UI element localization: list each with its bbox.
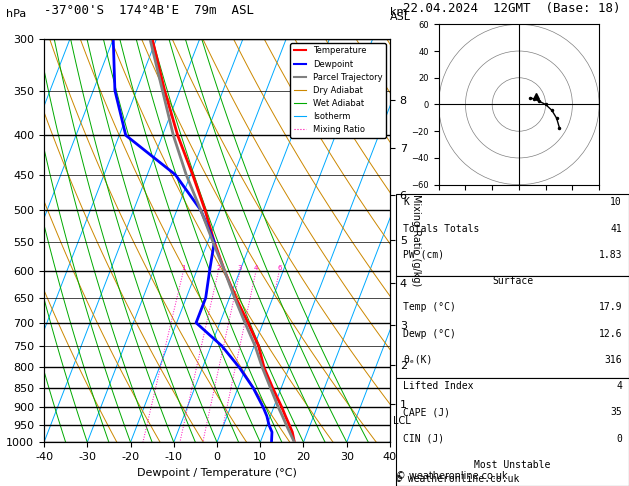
X-axis label: Dewpoint / Temperature (°C): Dewpoint / Temperature (°C) xyxy=(137,468,297,478)
Text: 41: 41 xyxy=(610,224,622,234)
Text: θₑ(K): θₑ(K) xyxy=(403,355,433,365)
Legend: Temperature, Dewpoint, Parcel Trajectory, Dry Adiabat, Wet Adiabat, Isotherm, Mi: Temperature, Dewpoint, Parcel Trajectory… xyxy=(291,43,386,138)
Text: 1.83: 1.83 xyxy=(599,250,622,260)
Text: LCL: LCL xyxy=(392,416,411,426)
Text: -37°00'S  174°4B'E  79m  ASL: -37°00'S 174°4B'E 79m ASL xyxy=(44,4,254,17)
Text: 2: 2 xyxy=(216,265,221,271)
Bar xyxy=(396,194,629,276)
Text: Dewp (°C): Dewp (°C) xyxy=(403,329,456,339)
Text: K: K xyxy=(403,197,409,208)
Text: Surface: Surface xyxy=(492,276,533,286)
Bar xyxy=(396,276,629,378)
Text: ASL: ASL xyxy=(390,12,411,22)
Text: 4: 4 xyxy=(253,265,258,271)
Text: 6: 6 xyxy=(277,265,282,271)
Bar xyxy=(396,378,629,486)
Text: 316: 316 xyxy=(604,355,622,365)
Text: 0: 0 xyxy=(616,434,622,444)
Text: 17.9: 17.9 xyxy=(599,302,622,312)
Text: 22.04.2024  12GMT  (Base: 18): 22.04.2024 12GMT (Base: 18) xyxy=(403,1,620,15)
Y-axis label: hPa: hPa xyxy=(0,230,1,251)
Text: Temp (°C): Temp (°C) xyxy=(403,302,456,312)
Text: 4: 4 xyxy=(616,381,622,391)
Text: 10: 10 xyxy=(610,197,622,208)
X-axis label: kt: kt xyxy=(514,205,524,215)
Text: 35: 35 xyxy=(610,407,622,417)
Text: 1: 1 xyxy=(181,265,186,271)
Y-axis label: Mixing Ratio (g/kg): Mixing Ratio (g/kg) xyxy=(411,194,421,287)
Text: 12.6: 12.6 xyxy=(599,329,622,339)
Text: Totals Totals: Totals Totals xyxy=(403,224,480,234)
Text: Lifted Index: Lifted Index xyxy=(403,381,474,391)
Text: CIN (J): CIN (J) xyxy=(403,434,444,444)
Text: km: km xyxy=(390,7,408,17)
Text: © weatheronline.co.uk: © weatheronline.co.uk xyxy=(396,471,508,481)
Text: © weatheronline.co.uk: © weatheronline.co.uk xyxy=(396,473,520,484)
Text: CAPE (J): CAPE (J) xyxy=(403,407,450,417)
Text: hPa: hPa xyxy=(6,9,26,19)
Text: Most Unstable: Most Unstable xyxy=(474,460,551,470)
Text: 3: 3 xyxy=(238,265,242,271)
Text: PW (cm): PW (cm) xyxy=(403,250,444,260)
